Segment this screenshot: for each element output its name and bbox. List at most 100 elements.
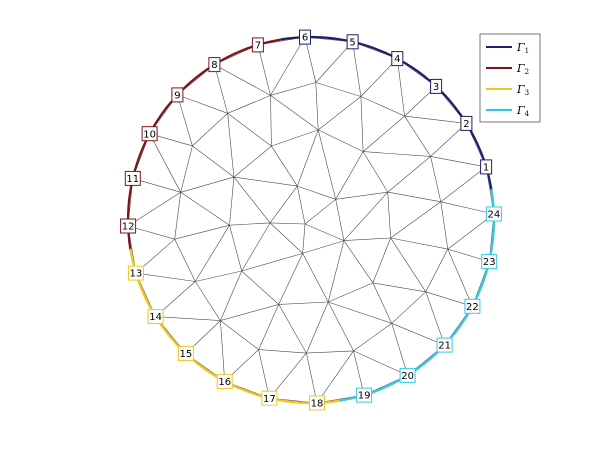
mesh-edge (269, 185, 298, 224)
boundary-gamma1 (280, 35, 493, 192)
mesh-edge (195, 281, 221, 321)
node-label-20: 20 (399, 367, 416, 383)
mesh-edge (220, 320, 225, 382)
node-number: 19 (358, 391, 371, 402)
mesh-edge (233, 145, 272, 178)
node-label-21: 21 (436, 337, 453, 353)
boundary-gamma4 (339, 189, 496, 402)
node-box (120, 218, 137, 234)
mesh-edge (227, 95, 271, 114)
mesh-edge (278, 253, 303, 305)
mesh-edge (192, 113, 228, 147)
mesh-edge (343, 237, 391, 241)
mesh-edge (241, 270, 279, 305)
node-box (141, 126, 158, 142)
mesh-edge (387, 192, 391, 239)
mesh-edge (270, 95, 319, 131)
mesh-edge (257, 44, 271, 96)
node-label-12: 12 (120, 218, 137, 234)
mesh-edge (214, 64, 271, 96)
node-box (177, 346, 194, 362)
mesh-edge (271, 145, 298, 187)
mesh-edge (306, 350, 354, 354)
legend-frame (479, 33, 541, 123)
mesh-edge (360, 96, 405, 117)
node-number: 11 (126, 174, 139, 185)
mesh-edge (195, 270, 242, 282)
mesh-edge (430, 156, 442, 202)
mesh-edge (318, 129, 364, 152)
mesh-edge (391, 291, 427, 324)
node-box (481, 254, 498, 270)
mesh-edge (269, 222, 303, 254)
node-label-6: 6 (299, 29, 311, 45)
node-box (391, 51, 404, 67)
node-number: 7 (255, 41, 261, 52)
mesh-edge (315, 82, 319, 130)
mesh-edge (278, 301, 329, 305)
mesh-edge (229, 177, 235, 226)
node-number: 16 (218, 377, 231, 388)
mesh-edge (328, 282, 374, 303)
node-label-1: 1 (480, 159, 493, 175)
mesh-edge (135, 272, 196, 282)
node-box (208, 57, 221, 73)
node-label-17: 17 (261, 390, 278, 406)
mesh-edge (229, 225, 242, 272)
node-number: 14 (149, 312, 162, 323)
mesh-edge (177, 94, 193, 146)
node-label-8: 8 (208, 57, 221, 73)
node-box (436, 337, 453, 353)
node-box (251, 37, 264, 53)
mesh-edge (440, 166, 487, 203)
node-number: 13 (130, 269, 143, 280)
node-label-5: 5 (346, 34, 359, 50)
mesh-edge (404, 115, 431, 157)
mesh-edge (353, 323, 392, 352)
mesh-edge (328, 301, 392, 324)
mesh-edge (387, 156, 431, 193)
node-label-24: 24 (485, 206, 502, 222)
node-number: 2 (463, 119, 469, 130)
node-box (356, 387, 373, 403)
mesh-edge (360, 58, 398, 97)
node-number: 10 (143, 129, 156, 140)
node-label-7: 7 (251, 37, 264, 53)
node-box (171, 87, 184, 103)
mesh-edge (404, 115, 467, 124)
node-box (346, 34, 359, 50)
mesh-edge (387, 191, 441, 203)
boundary-arcs (126, 35, 496, 405)
mesh-edge (315, 41, 353, 83)
node-number: 24 (488, 210, 501, 221)
mesh-edge (430, 156, 487, 168)
mesh-edge (271, 129, 319, 147)
mesh-edge (390, 237, 448, 250)
mesh-edge (270, 222, 306, 225)
node-box (309, 395, 325, 411)
mesh-edge (316, 350, 354, 404)
mesh-edge (177, 94, 228, 114)
mesh-edge (363, 151, 431, 157)
mesh-edge (425, 248, 449, 292)
mesh-edge (180, 145, 193, 193)
mesh-edge (220, 320, 259, 350)
node-number: 3 (433, 82, 439, 93)
node-number: 20 (401, 371, 414, 382)
node-number: 15 (180, 349, 193, 360)
mesh-edge (270, 36, 306, 96)
mesh-edge (352, 41, 362, 97)
mesh-edge (297, 185, 336, 200)
mesh-edge (440, 201, 494, 215)
mesh-edge (229, 222, 271, 226)
mesh-edge (372, 282, 426, 293)
node-label-2: 2 (460, 115, 473, 131)
node-number: 17 (263, 394, 276, 405)
mesh-edge (302, 240, 344, 254)
mesh-edge (360, 96, 364, 152)
mesh-edge (174, 224, 230, 240)
node-label-22: 22 (464, 298, 481, 314)
mesh-edge (306, 353, 318, 403)
node-label-19: 19 (356, 387, 373, 403)
mesh-edge (258, 349, 307, 354)
